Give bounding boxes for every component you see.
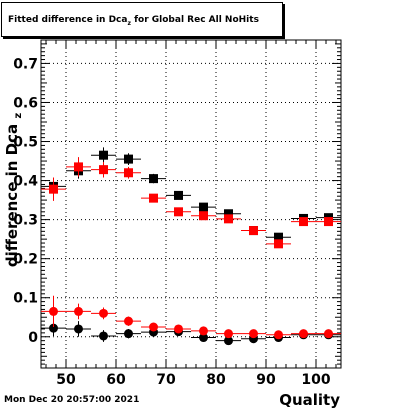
data-point-square <box>299 217 308 227</box>
series-4 <box>41 295 341 340</box>
data-point-circle <box>299 329 308 339</box>
x-tick-label: 70 <box>156 372 176 388</box>
data-point-square <box>224 214 233 224</box>
data-point-square <box>174 190 183 200</box>
data-point-square <box>49 184 58 194</box>
title-prefix: Fitted difference in Dca <box>8 15 128 25</box>
data-point-circle <box>249 329 258 339</box>
data-point-square <box>124 168 133 178</box>
data-point-circle <box>99 308 108 318</box>
y-tick-label: 0.5 <box>13 135 38 151</box>
data-point-circle <box>174 324 183 334</box>
data-point-square <box>249 226 258 236</box>
data-point-square <box>199 211 208 221</box>
data-point-square <box>149 174 158 184</box>
data-point-square <box>324 217 333 227</box>
series-3 <box>41 320 341 346</box>
y-tick-label: 0.6 <box>13 95 38 111</box>
x-tick-label: 60 <box>106 372 126 388</box>
data-point-circle <box>49 306 58 316</box>
x-tick-label: 80 <box>206 372 226 388</box>
y-tick-label: 0 <box>28 330 38 346</box>
y-tick-label: 0.2 <box>13 252 38 268</box>
data-point-circle <box>199 333 208 343</box>
data-point-square <box>224 209 233 219</box>
data-point-circle <box>149 322 158 332</box>
data-point-square <box>274 232 283 242</box>
y-tick-label: 0.3 <box>13 213 38 229</box>
data-point-circle <box>224 336 233 346</box>
chart-title: Fitted difference in Dcaz for Global Rec… <box>8 15 259 27</box>
y-axis-label-main: difference in Dca <box>3 124 21 267</box>
x-tick-label: 50 <box>56 372 76 388</box>
y-axis-label-group: difference in Dca z <box>3 113 24 267</box>
data-point-circle <box>99 331 108 341</box>
title-subscript: z <box>127 20 131 27</box>
y-tick-label: 0.4 <box>13 174 38 190</box>
x-tick-label: 90 <box>256 372 276 388</box>
data-point-circle <box>74 324 83 334</box>
data-point-square <box>99 150 108 160</box>
data-point-circle <box>74 306 83 316</box>
y-axis-label: difference in Dca z <box>3 113 24 267</box>
data-point-square <box>199 202 208 212</box>
x-tick-label: 100 <box>301 372 330 388</box>
data-point-circle <box>124 329 133 339</box>
axes: 50 60 70 80 90 100 0 0.1 0.2 0.3 0.4 0.5 0.6 0.7 <box>13 40 341 388</box>
series-1 <box>41 147 341 242</box>
data-point-circle <box>124 316 133 326</box>
data-point-square <box>99 165 108 175</box>
title-box: Fitted difference in Dcaz for Global Rec… <box>1 2 283 37</box>
grid-lines <box>41 40 341 368</box>
data-point-circle <box>224 329 233 339</box>
y-tick-label: 0.7 <box>13 56 38 72</box>
title-suffix: for Global Rec All NoHits <box>130 15 259 25</box>
data-point-square <box>124 154 133 164</box>
data-point-circle <box>274 330 283 340</box>
x-axis-label: Quality <box>279 391 340 409</box>
data-marks <box>41 147 341 346</box>
data-point-square <box>74 162 83 172</box>
data-point-square <box>149 193 158 203</box>
plot-frame <box>40 39 342 369</box>
data-point-circle <box>199 326 208 336</box>
timestamp-footer: Mon Dec 20 20:57:00 2021 <box>4 395 140 405</box>
data-point-circle <box>324 329 333 339</box>
y-tick-label: 0.1 <box>13 291 38 307</box>
series-2 <box>41 157 341 249</box>
data-point-circle <box>49 323 58 333</box>
data-point-square <box>274 239 283 249</box>
data-point-square <box>174 207 183 217</box>
y-axis-label-sub: z <box>13 113 24 119</box>
